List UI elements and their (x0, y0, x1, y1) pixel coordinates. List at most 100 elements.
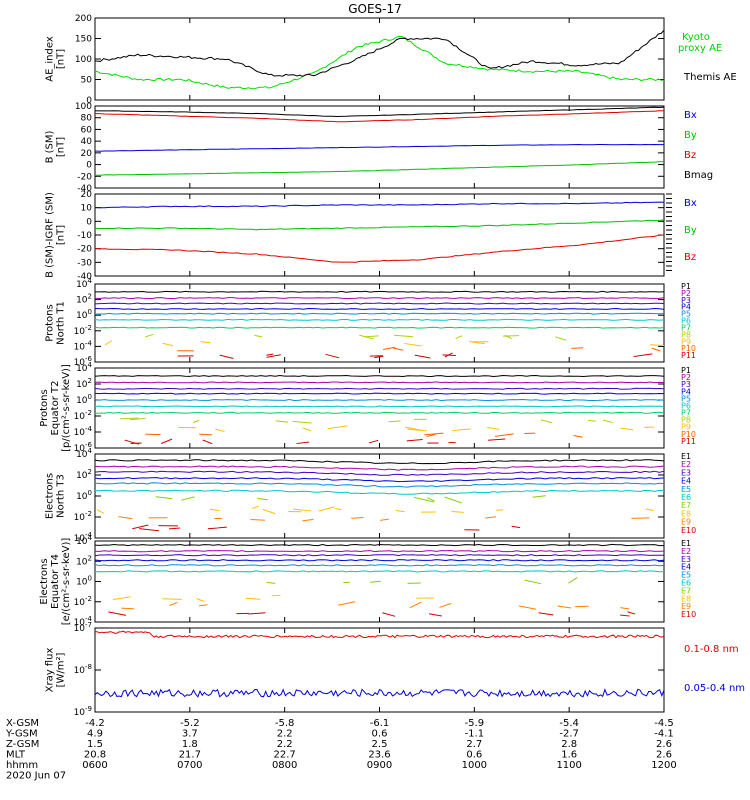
series-segment (409, 601, 422, 609)
series-segment (132, 524, 149, 530)
series-segment (370, 580, 381, 583)
series-line (94, 559, 665, 562)
series-segment (620, 427, 634, 431)
legend-entry: P7 (681, 323, 691, 332)
series-segment (119, 417, 139, 420)
series-segment (104, 340, 113, 346)
y-tick-label: 10-4 (74, 531, 93, 544)
series-segment (130, 442, 142, 444)
series-line (94, 477, 665, 483)
legend-entry: P4 (681, 303, 691, 312)
y-tick-label: -10 (77, 231, 92, 241)
y-axis-label: Equator T4 (50, 554, 61, 609)
series-segment (207, 527, 218, 530)
legend-entry: By (684, 225, 697, 236)
legend-entry: E5 (681, 485, 691, 494)
series-line (94, 326, 665, 329)
y-tick-label: 104 (76, 277, 92, 290)
legend-entry: E9 (681, 518, 691, 527)
series-line (94, 411, 665, 414)
series-line (94, 543, 664, 547)
ephemeris-row-label: MLT (6, 750, 26, 761)
series-segment (620, 614, 630, 617)
y-tick-label: 100 (76, 308, 92, 321)
legend-entry: P8 (681, 330, 691, 339)
legend-entry: P3 (681, 380, 691, 389)
y-tick-label: -40 (77, 184, 92, 194)
y-axis-label: AE_index (45, 36, 56, 82)
series-line (94, 482, 665, 488)
series-segment (293, 508, 312, 512)
series-segment (374, 355, 384, 359)
ephemeris-value: -4.5 (654, 718, 674, 729)
y-tick-label: 10-4 (74, 339, 93, 352)
series-segment (538, 612, 554, 616)
legend-entry: P10 (681, 344, 696, 353)
series-segment (452, 428, 471, 432)
series-segment (219, 354, 234, 360)
series-segment (540, 419, 553, 424)
series-segment (161, 438, 173, 444)
series-line (94, 297, 665, 300)
series-segment (439, 603, 452, 608)
y-tick-label: 102 (76, 377, 92, 390)
y-axis-label: Electrons (39, 558, 50, 604)
ephemeris-value: -6.1 (370, 718, 390, 729)
series-line (94, 302, 665, 305)
y-tick-label: 102 (76, 293, 92, 306)
series-segment (407, 428, 427, 432)
series-segment (393, 334, 414, 338)
y-tick-label: 0 (86, 217, 92, 227)
legend-entry: Themis AE (683, 72, 737, 83)
legend-entry: E9 (681, 602, 691, 611)
y-tick-label: -20 (77, 172, 92, 182)
series-segment (162, 342, 173, 347)
series-segment (524, 579, 541, 585)
ephemeris-value: 2.7 (466, 739, 482, 750)
y-tick-label: 102 (76, 554, 92, 567)
series-segment (557, 605, 572, 609)
series-segment (451, 511, 464, 513)
series-segment (275, 420, 289, 423)
series-segment (511, 525, 521, 529)
series-segment (302, 518, 314, 522)
y-tick-label: 10-8 (74, 663, 92, 676)
ephemeris-value: 4.9 (87, 729, 103, 740)
panel-7: 104 102 100 10-2 10-4 Electrons Equator T4 [e/(… (39, 534, 696, 628)
series-segment (266, 354, 281, 358)
legend-entry: P6 (681, 401, 691, 410)
series-segment (573, 434, 583, 438)
y-tick-label: 102 (76, 468, 92, 481)
y-tick-label: -20 (77, 245, 92, 255)
panel-8: 10-7 10-8 10-9 Xray flux [W/m²] 0.1-0.8 nm 0.0… (45, 621, 746, 718)
legend-entry: P3 (681, 296, 691, 305)
legend-entry: P8 (681, 416, 691, 425)
legend-entry: P1 (681, 366, 691, 375)
series-segment (266, 353, 274, 356)
series-segment (602, 419, 613, 423)
y-tick-label: 104 (76, 361, 92, 374)
series-segment (245, 597, 261, 600)
series-line (94, 219, 665, 231)
legend-entry: P11 (681, 437, 696, 446)
date-label: 2020 Jun 07 (6, 771, 66, 782)
series-line (95, 290, 665, 293)
y-tick-label: 100 (75, 55, 92, 65)
series-line (94, 405, 665, 408)
legend-entry: E1 (681, 539, 691, 548)
series-segment (266, 581, 276, 584)
ephemeris-value: 22.7 (274, 750, 296, 761)
y-axis-label: [e/(cm²-s-sr-keV)] (61, 538, 72, 626)
series-line (94, 398, 665, 402)
series-segment (192, 419, 200, 423)
y-axis-label: Electrons (45, 473, 56, 519)
y-axis-label: [W/m²] (56, 652, 67, 687)
series-line (95, 110, 665, 123)
series-segment (379, 518, 389, 521)
y-tick-label: 20 (81, 190, 93, 200)
series-segment (571, 347, 584, 349)
series-segment (338, 601, 356, 606)
y-tick-label: 150 (75, 35, 92, 45)
